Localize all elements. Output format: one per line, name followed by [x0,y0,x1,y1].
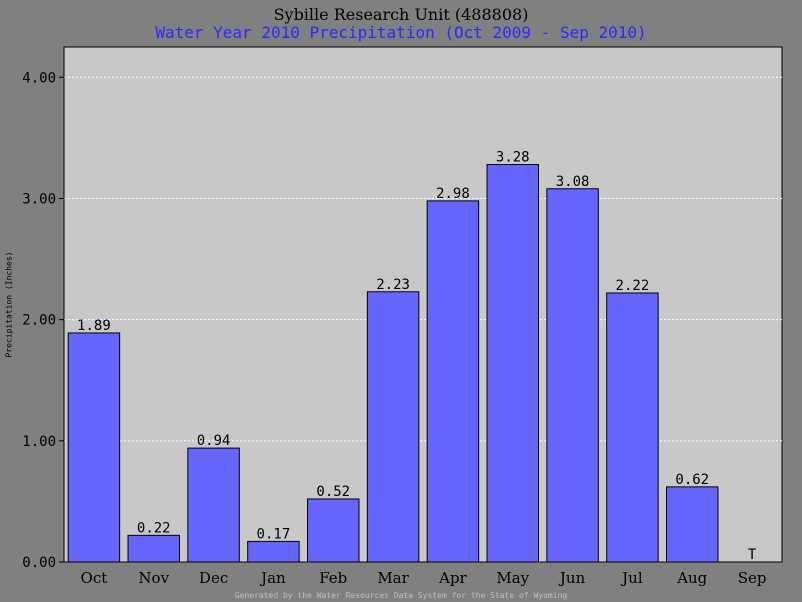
x-tick-label: Mar [377,569,409,587]
x-tick-label: Apr [438,569,467,587]
x-tick-label: Nov [138,569,169,587]
x-tick-label: Jan [259,569,286,587]
data-label: 0.62 [675,472,709,488]
data-label: 0.22 [137,520,171,536]
bar [486,164,539,563]
data-label: 3.28 [496,150,530,166]
bar [366,291,420,563]
y-tick-label: 1.00 [22,434,56,450]
y-tick-label: 4.00 [22,70,56,86]
x-tick-label: Oct [81,569,108,587]
x-tick-label: Jul [620,569,643,587]
bar [247,540,300,563]
y-tick-label: 2.00 [22,313,56,329]
x-tick-label: Feb [319,569,347,587]
data-label: 1.89 [77,318,111,334]
data-label: T [748,547,757,563]
bar [606,292,659,563]
data-label: 0.52 [316,484,350,500]
x-tick-label: Jun [558,569,586,587]
bar [666,486,719,563]
bar [546,188,599,563]
chart-subtitle: Water Year 2010 Precipitation (Oct 2009 … [155,23,647,42]
data-label: 0.94 [197,433,231,449]
bar [187,447,240,563]
footer-credit: Generated by the Water Resources Data Sy… [234,591,568,600]
x-tick-label: May [496,569,529,587]
bar [67,332,121,563]
y-tick-label: 3.00 [22,191,56,207]
y-tick-label: 0.00 [22,555,56,571]
x-tick-label: Sep [738,569,767,587]
data-label: 2.98 [436,186,470,202]
x-tick-label: Aug [676,569,707,587]
data-label: 2.23 [376,277,410,293]
x-tick-label: Dec [199,569,228,587]
data-label: 2.22 [616,278,650,294]
bar [307,498,360,563]
chart-title: Sybille Research Unit (488808) [273,5,529,24]
bar [426,200,480,563]
data-label: 3.08 [556,174,590,190]
plot-area [63,46,783,563]
data-label: 0.17 [257,526,291,542]
bar [127,534,180,563]
